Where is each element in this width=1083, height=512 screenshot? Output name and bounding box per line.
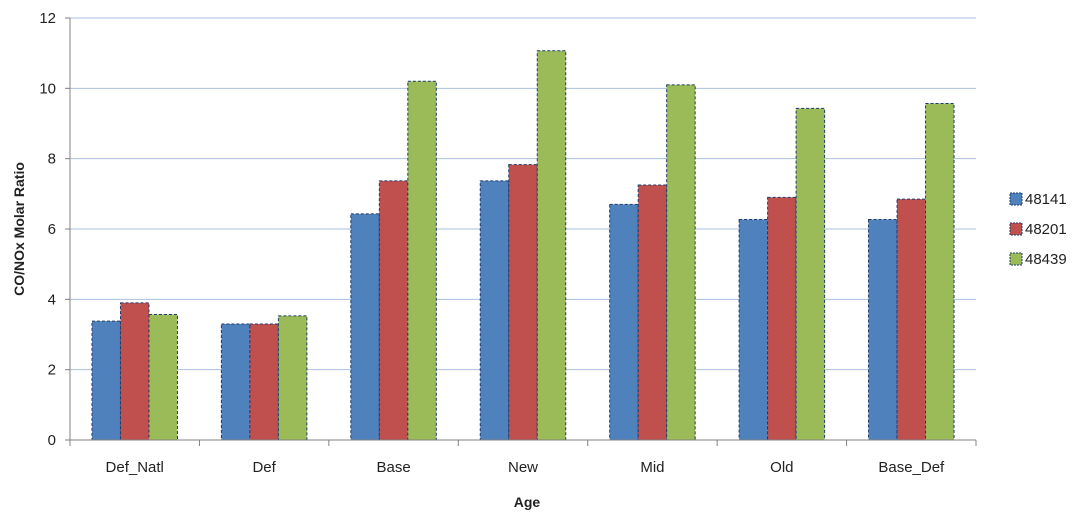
bar-Old-48439	[795, 107, 826, 441]
x-axis-title: Age	[514, 494, 541, 510]
y-tick-label: 10	[39, 80, 56, 97]
bar-Old-48201	[767, 196, 797, 441]
bar-Mid-48439	[666, 84, 696, 441]
bar-Old-48141	[738, 219, 769, 441]
y-tick-label: 4	[48, 291, 56, 308]
y-tick-labels: 0 2 4 6 8 10 12	[39, 10, 56, 449]
x-tick-label: Mid	[640, 459, 664, 476]
bar-Mid-48141	[609, 203, 639, 441]
y-axis-title: CO/NOx Molar Ratio	[11, 162, 27, 296]
x-tick-label: Old	[770, 459, 793, 476]
bar-Mid-48201	[637, 184, 668, 441]
bar-Base-48439	[407, 80, 437, 441]
bar-New-48141	[479, 180, 510, 441]
y-tick-label: 8	[48, 151, 56, 168]
bar-Def_Natl-48141	[91, 320, 121, 441]
bar-Base-48201	[378, 180, 409, 441]
legend-swatch-48201	[1009, 222, 1023, 236]
bar-Base-48141	[350, 213, 380, 441]
bar-Base_Def-48141	[868, 219, 898, 441]
bar-Def-48141	[220, 323, 251, 441]
bar-Def-48439	[277, 315, 308, 441]
legend-swatch-48439	[1009, 252, 1023, 266]
bar-Def_Natl-48439	[148, 313, 178, 441]
x-tick-label: Base_Def	[878, 459, 945, 476]
x-tick-label: New	[508, 459, 538, 476]
x-tick-label: Def	[252, 459, 276, 476]
legend-label-48141: 48141	[1025, 191, 1067, 208]
bar-New-48439	[536, 50, 567, 441]
bar-Base_Def-48439	[925, 102, 955, 441]
bars	[91, 50, 955, 441]
bar-New-48201	[508, 164, 538, 441]
legend-label-48201: 48201	[1025, 221, 1067, 238]
y-tick-label: 2	[48, 362, 56, 379]
x-tick-label: Def_Natl	[106, 459, 164, 476]
bar-Def_Natl-48201	[119, 302, 150, 441]
legend: 48141 48201 48439	[1009, 191, 1067, 268]
x-tick-label: Base	[376, 459, 410, 476]
y-tick-label: 12	[39, 10, 56, 27]
legend-label-48439: 48439	[1025, 251, 1067, 268]
y-tick-label: 6	[48, 221, 56, 238]
bar-Def-48201	[249, 323, 279, 441]
bar-Base_Def-48201	[896, 198, 927, 441]
x-tick-labels: Def_Natl Def Base New Mid Old Base_Def	[106, 459, 946, 476]
y-tick-label: 0	[48, 432, 56, 449]
axes	[65, 17, 977, 446]
legend-swatch-48141	[1009, 192, 1023, 206]
